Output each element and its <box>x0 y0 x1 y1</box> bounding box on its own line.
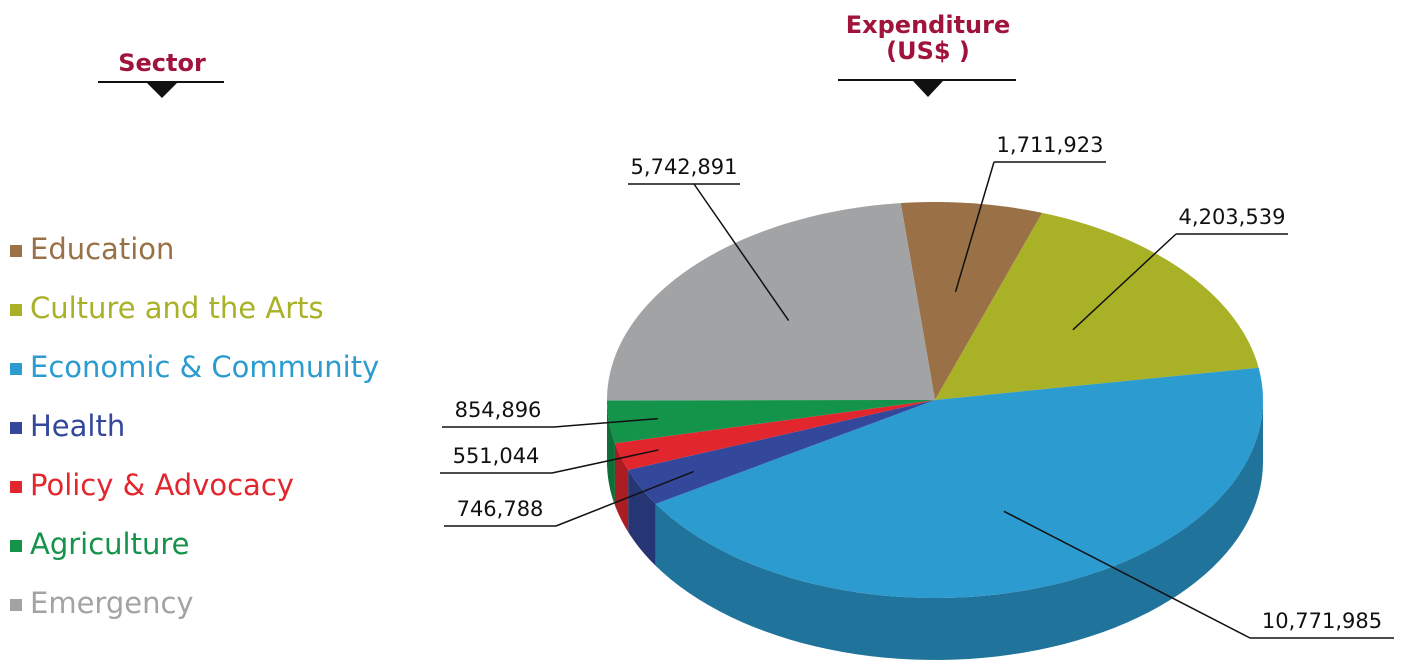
leader-line <box>693 183 790 322</box>
leader-line <box>954 161 995 293</box>
legend-swatch <box>10 599 22 611</box>
pie-slice <box>628 400 935 504</box>
pie-side <box>655 400 1263 660</box>
data-label: 10,771,985 <box>1262 609 1382 633</box>
legend-swatch <box>10 245 22 257</box>
legend-label: Health <box>30 409 125 443</box>
header-arrow <box>147 83 177 98</box>
legend-label: Policy & Advocacy <box>30 468 294 502</box>
data-label: 5,742,891 <box>631 155 738 179</box>
leader-line <box>555 470 694 527</box>
legend-label: Economic & Community <box>30 350 379 384</box>
data-label: 854,896 <box>455 398 542 422</box>
value-title: (US$ ) <box>886 37 970 65</box>
pie-slice <box>655 367 1263 598</box>
data-label: 551,044 <box>453 444 540 468</box>
pie-slice <box>607 400 935 444</box>
legend-swatch <box>10 363 22 375</box>
pie-slice <box>935 212 1259 400</box>
leader-line <box>1072 233 1177 331</box>
legend-swatch <box>10 422 22 434</box>
pie-side <box>614 443 629 532</box>
pie-side <box>628 469 656 566</box>
pie-slice <box>614 400 935 470</box>
data-label: 1,711,923 <box>997 133 1104 157</box>
legend-label: Education <box>30 232 174 266</box>
value-title: Expenditure <box>846 11 1011 39</box>
legend-label: Agriculture <box>30 527 190 561</box>
legend-label: Emergency <box>30 586 194 620</box>
header-arrow <box>913 81 943 97</box>
leader-line <box>551 449 659 474</box>
legend-title: Sector <box>118 49 206 77</box>
pie-side <box>607 400 615 506</box>
legend-swatch <box>10 481 22 493</box>
legend-swatch <box>10 540 22 552</box>
legend-label: Culture and the Arts <box>30 291 324 325</box>
data-label: 746,788 <box>457 497 544 521</box>
legend-swatch <box>10 304 22 316</box>
data-label: 4,203,539 <box>1179 205 1286 229</box>
pie-slice <box>900 202 1043 400</box>
pie-slice <box>607 203 935 401</box>
leader-line <box>553 417 658 428</box>
leader-line <box>1003 510 1251 639</box>
